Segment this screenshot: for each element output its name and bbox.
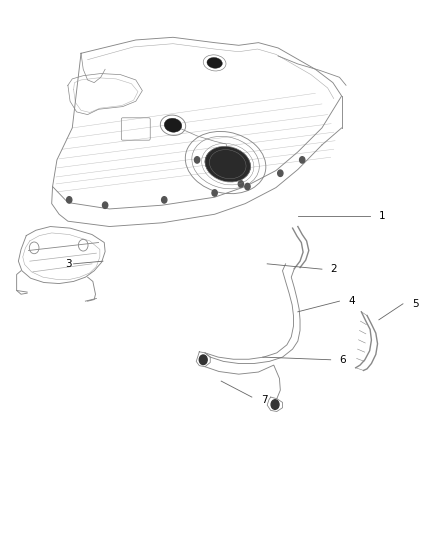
Circle shape: [238, 181, 244, 187]
Text: 1: 1: [379, 211, 385, 221]
Ellipse shape: [164, 118, 182, 132]
Ellipse shape: [205, 147, 251, 182]
Circle shape: [67, 197, 72, 203]
Circle shape: [212, 190, 217, 196]
Text: 7: 7: [261, 395, 267, 405]
Circle shape: [102, 202, 108, 208]
Circle shape: [271, 400, 279, 409]
Circle shape: [199, 355, 207, 365]
Text: 3: 3: [65, 259, 71, 269]
Circle shape: [245, 183, 250, 190]
Ellipse shape: [207, 58, 222, 68]
Text: 5: 5: [412, 299, 418, 309]
Text: 2: 2: [331, 264, 337, 274]
Circle shape: [194, 157, 200, 163]
Circle shape: [278, 170, 283, 176]
Text: 6: 6: [339, 355, 346, 365]
Circle shape: [300, 157, 305, 163]
Text: 4: 4: [348, 296, 355, 306]
Circle shape: [162, 197, 167, 203]
